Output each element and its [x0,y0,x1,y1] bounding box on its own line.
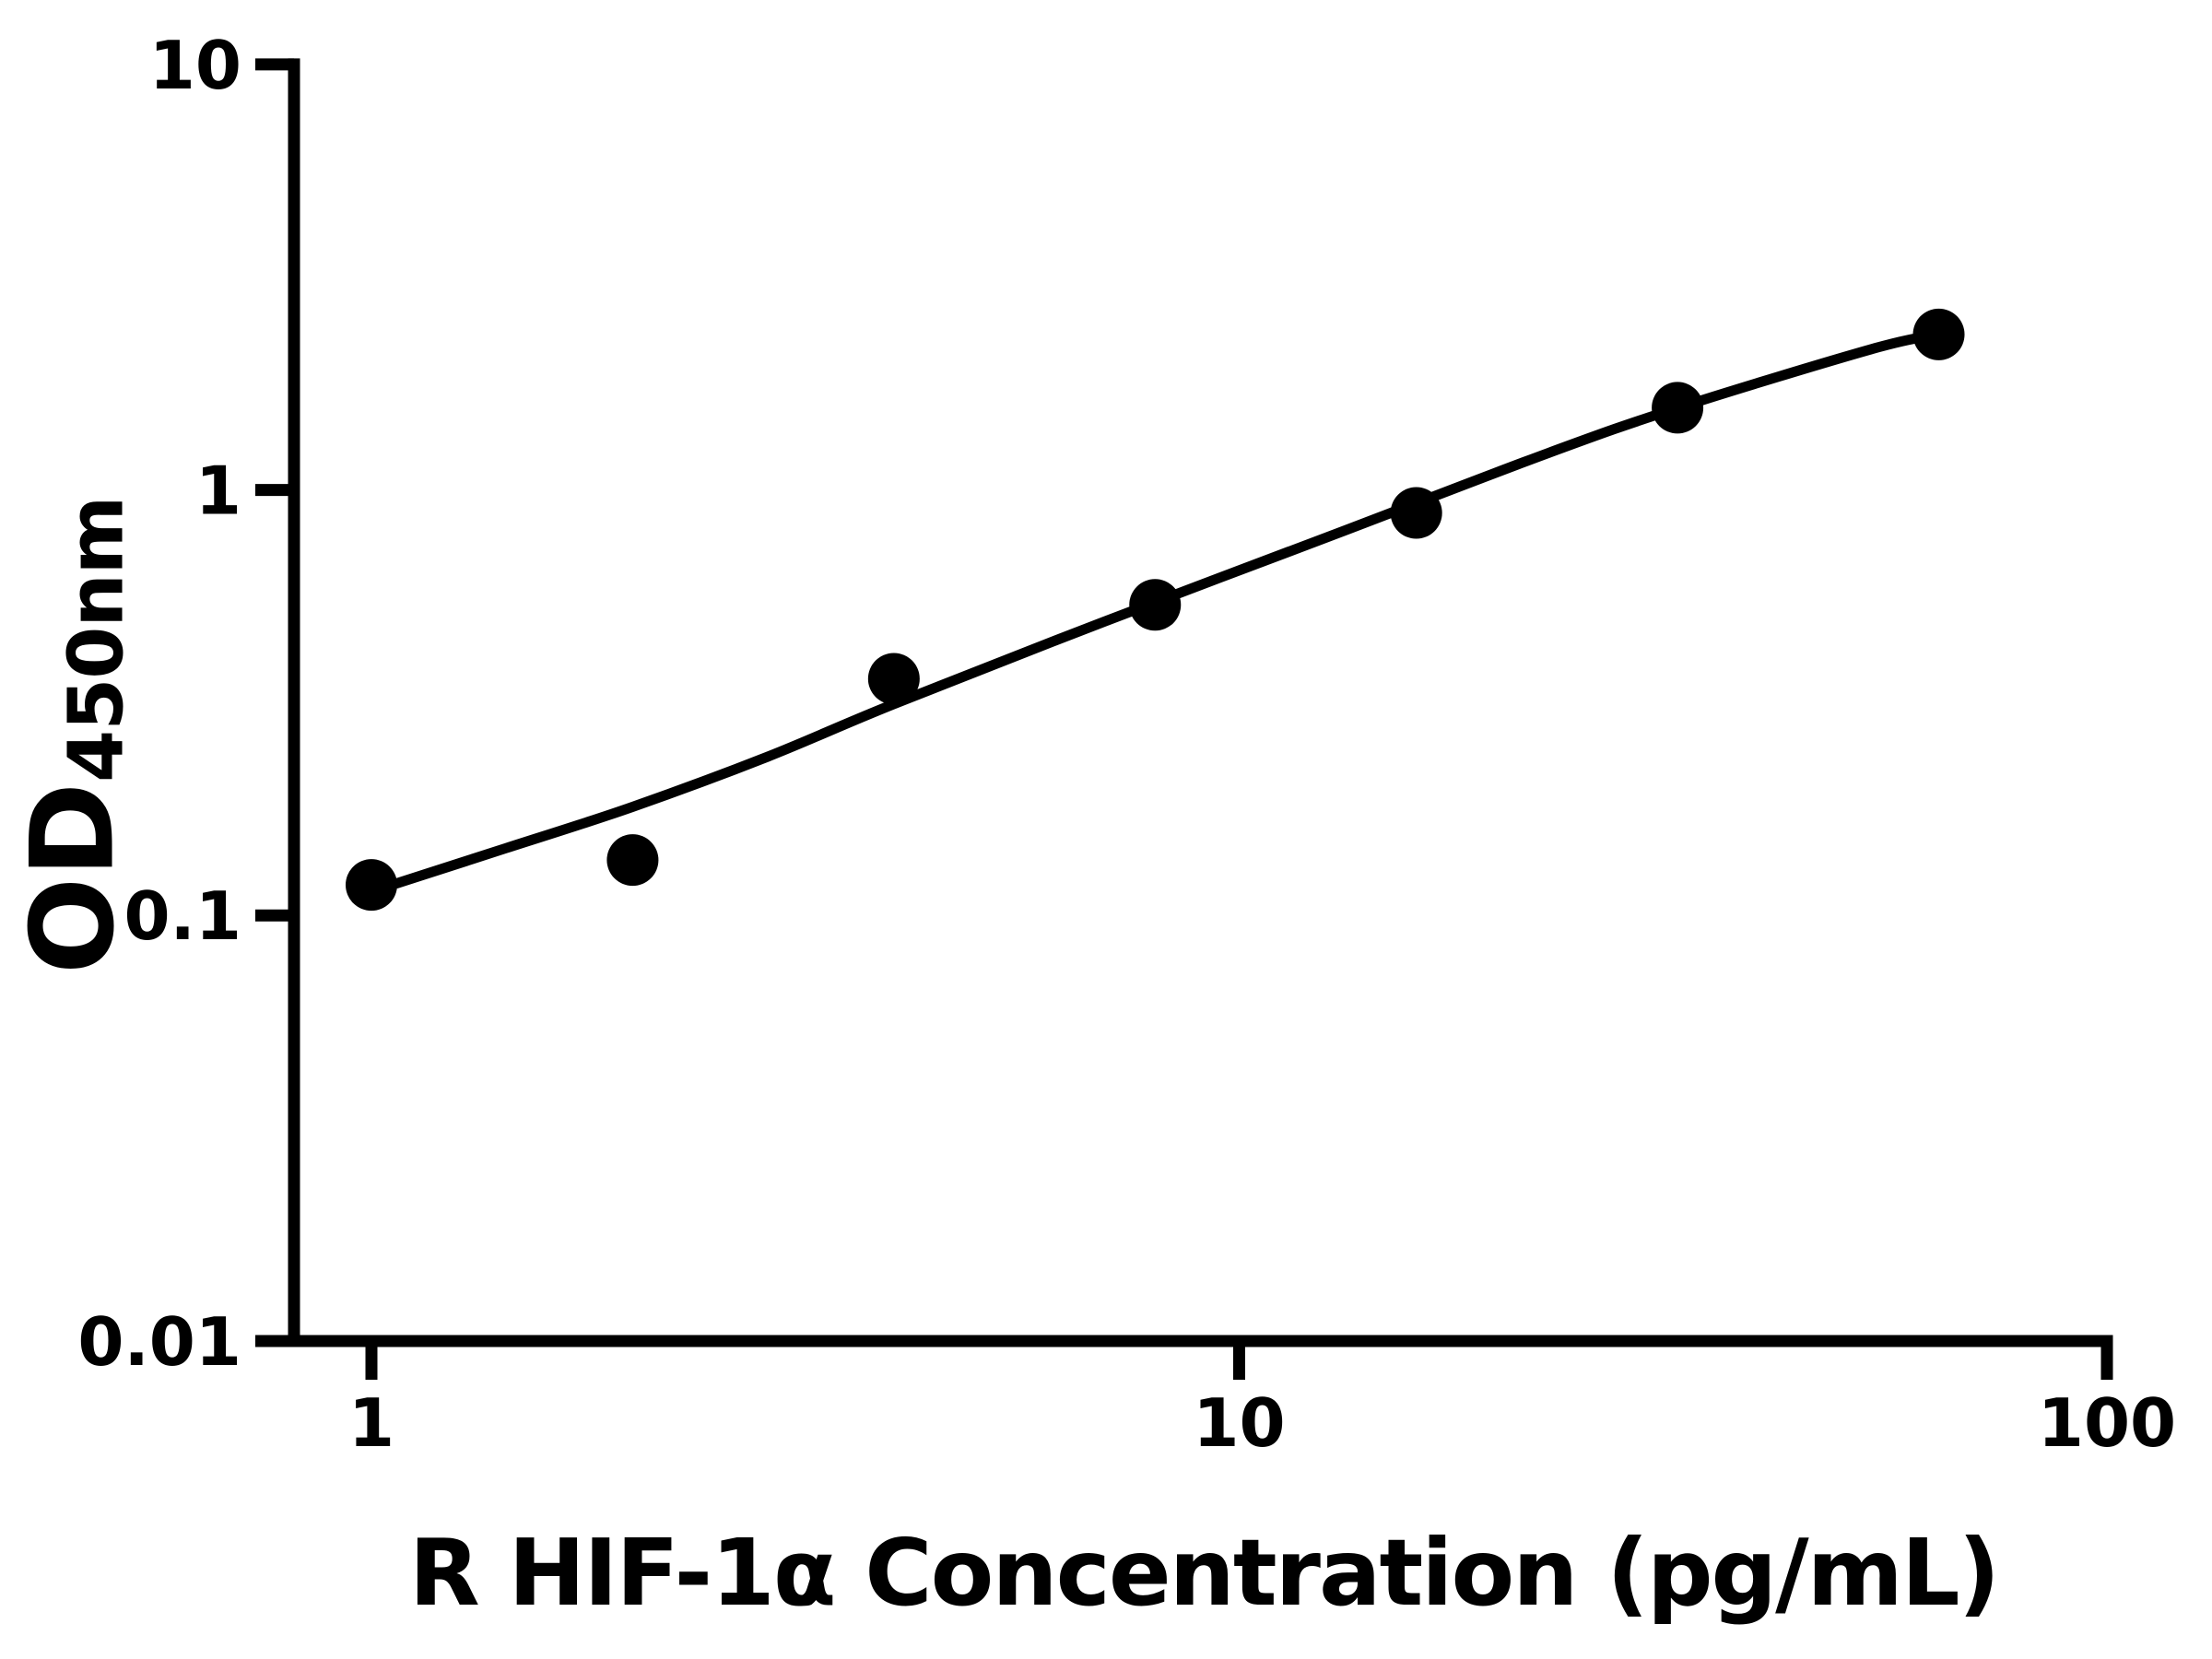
data-point-marker [1390,487,1442,539]
axis-lines [288,58,2113,1347]
data-point-marker [1912,308,1965,360]
data-point-marker [346,859,397,912]
data-point-marker [606,834,659,887]
x-tick-label: 10 [1193,1384,1285,1462]
x-axis-title: R HIF-1α Concentration (pg/mL) [408,1519,2001,1627]
x-tick-label: 100 [2038,1384,2176,1462]
y-tick-label: 0.1 [124,877,241,955]
data-point-marker [867,653,920,705]
y-tick-label: 1 [195,453,241,530]
y-tick-label: 10 [149,27,241,104]
data-point-marker [1129,579,1182,631]
x-tick-label: 1 [348,1384,394,1462]
y-axis-title-subscript: 450nm [53,496,141,782]
y-axis-title-main: OD [6,782,140,975]
data-point-marker [1652,382,1704,434]
y-axis-title: OD450nm [6,497,140,974]
y-tick-label: 0.01 [77,1303,241,1381]
